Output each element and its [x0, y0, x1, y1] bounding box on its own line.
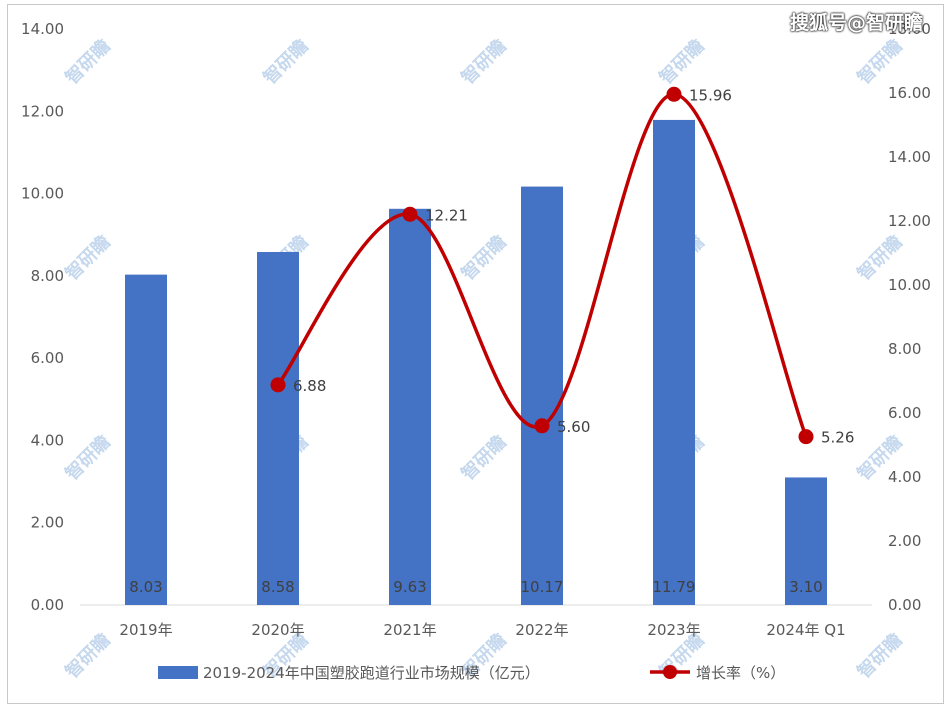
bar [125, 274, 167, 605]
growth-point [534, 418, 550, 434]
growth-value-label: 5.60 [557, 418, 590, 436]
y-right-tick-label: 16.00 [888, 84, 931, 102]
y-right-tick-label: 14.00 [888, 148, 931, 166]
bar [785, 477, 827, 605]
bar [521, 186, 563, 605]
x-tick-label: 2024年 Q1 [766, 621, 845, 639]
y-left-tick-label: 6.00 [31, 349, 64, 367]
watermark-tile: 智研瞻 [457, 231, 511, 285]
watermark-tile: 智研瞻 [655, 35, 709, 89]
watermark-tile: 智研瞻 [853, 35, 907, 89]
growth-line [276, 92, 808, 438]
y-right-tick-label: 6.00 [888, 404, 921, 422]
bar [653, 119, 695, 605]
x-tick-label: 2019年 [119, 621, 172, 639]
watermark-tile: 智研瞻 [61, 629, 115, 683]
bar-layer [125, 119, 827, 605]
growth-point [402, 206, 418, 222]
legend-swatch-marker [663, 665, 677, 679]
y-right-tick-label: 10.00 [888, 276, 931, 294]
watermark-tile: 智研瞻 [853, 629, 907, 683]
legend-label-bar: 2019-2024年中国塑胶跑道行业市场规模（亿元） [203, 664, 540, 682]
y-right-tick-label: 12.00 [888, 212, 931, 230]
y-left-tick-label: 8.00 [31, 267, 64, 285]
label-layer: 8.03 8.58 9.63 10.17 11.79 3.10 6.88 12.21 5.60 1… [129, 86, 854, 596]
bar-value-label: 3.10 [789, 578, 822, 596]
watermark-tile: 智研瞻 [61, 35, 115, 89]
watermark-tile: 智研瞻 [259, 35, 313, 89]
watermark-layer: 智研瞻 智研瞻 智研瞻 智研瞻 智研瞻智研瞻 智研瞻 智研瞻智研瞻 智研瞻 智研瞻智研瞻 智研瞻智… [61, 35, 907, 683]
y-left-tick-label: 10.00 [21, 185, 64, 203]
line-layer [270, 86, 814, 445]
y-right-tick-label: 2.00 [888, 532, 921, 550]
bar [389, 208, 431, 605]
watermark-tile: 智研瞻 [457, 431, 511, 485]
y-left-tick-label: 2.00 [31, 514, 64, 532]
watermark-tile: 智研瞻 [61, 431, 115, 485]
x-tick-label: 2023年 [647, 621, 700, 639]
growth-point [270, 377, 286, 393]
legend: 2019-2024年中国塑胶跑道行业市场规模（亿元） 增长率（%） [158, 664, 785, 682]
growth-value-label: 6.88 [293, 377, 326, 395]
watermark-tile: 智研瞻 [457, 35, 511, 89]
watermark-text: 搜狐号@智研瞻 [790, 12, 924, 34]
growth-value-label: 15.96 [689, 86, 732, 104]
chart-frame [7, 4, 944, 704]
growth-point [798, 429, 814, 445]
y-right-tick-label: 4.00 [888, 468, 921, 486]
y-right-tick-label: 18.00 [888, 20, 931, 38]
growth-value-label: 12.21 [425, 206, 468, 224]
y-right-tick-label: 0.00 [888, 596, 921, 614]
legend-label-line: 增长率（%） [696, 664, 785, 682]
axis-layer: 0.00 2.00 4.00 6.00 8.00 10.00 12.00 14.00 0.00 2… [21, 20, 931, 639]
legend-swatch-bar [158, 666, 198, 679]
growth-value-label: 5.26 [821, 429, 854, 447]
y-left-tick-label: 4.00 [31, 431, 64, 449]
x-tick-label: 2021年 [383, 621, 436, 639]
bar-value-label: 8.03 [129, 578, 162, 596]
bar-value-label: 11.79 [653, 578, 696, 596]
bar-value-label: 8.58 [261, 578, 294, 596]
growth-point [666, 86, 682, 102]
bar [257, 251, 299, 605]
x-tick-label: 2020年 [251, 621, 304, 639]
y-left-tick-label: 0.00 [31, 596, 64, 614]
y-left-tick-label: 14.00 [21, 20, 64, 38]
watermark-tile: 智研瞻 [61, 231, 115, 285]
bar-value-label: 10.17 [521, 578, 564, 596]
y-right-tick-label: 8.00 [888, 340, 921, 358]
bar-value-label: 9.63 [393, 578, 426, 596]
y-left-tick-label: 12.00 [21, 102, 64, 120]
x-tick-label: 2022年 [515, 621, 568, 639]
